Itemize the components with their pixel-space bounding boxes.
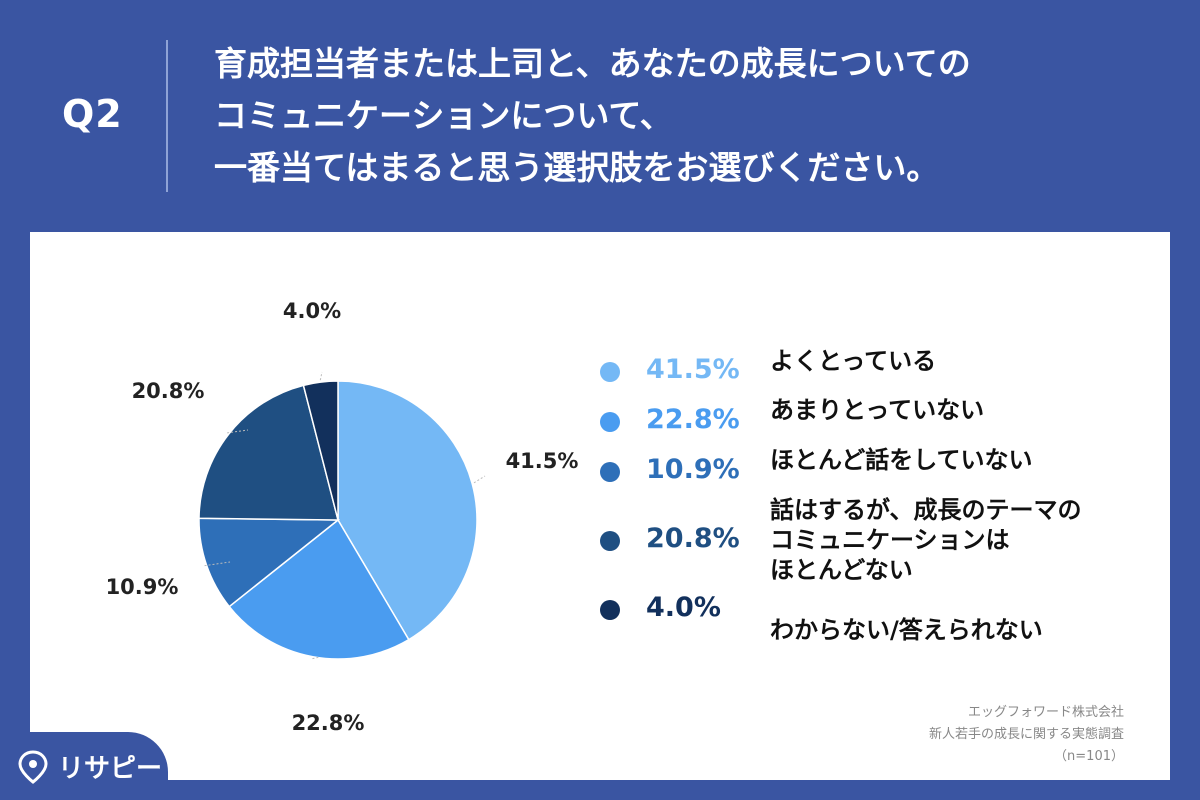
credit-survey: 新人若手の成長に関する実態調査 <box>928 727 1124 742</box>
credit-company: エッグフォワード株式会社 <box>967 705 1124 720</box>
legend-swatch <box>600 600 620 620</box>
legend-label-line: あまりとっていない <box>770 396 985 424</box>
legend-swatch <box>600 412 620 432</box>
legend-label-line: コミュニケーションは <box>770 526 1010 554</box>
leader-line <box>319 371 323 381</box>
question-line: 育成担当者または上司と、あなたの成長についての <box>214 44 971 83</box>
header-divider <box>166 40 168 192</box>
pie-slice <box>302 380 339 521</box>
leader-line <box>473 475 486 484</box>
legend-swatch <box>600 462 620 482</box>
question-text: 育成担当者または上司と、あなたの成長についての コミュニケーションについて、 一… <box>214 38 1154 194</box>
brand-logo: リサピー <box>0 732 168 800</box>
chart-panel: 41.5% 22.8% 10.9% 20.8% 4.0% 41.5% 22.8% 10.… <box>30 232 1170 780</box>
pie-chart: 41.5% 22.8% 10.9% 20.8% 4.0% <box>106 299 579 735</box>
legend-swatch <box>600 531 620 551</box>
legend-label: よくとっている <box>770 346 936 376</box>
legend-label: 話はするが、成長のテーマの コミュニケーションは ほとんどない <box>770 495 1082 585</box>
legend-swatch <box>600 362 620 382</box>
pie-slice <box>198 384 339 521</box>
legend-label: わからない/答えられない <box>770 615 1043 645</box>
leader-line <box>204 561 231 567</box>
data-label: 10.9% <box>106 575 179 599</box>
data-label: 22.8% <box>292 711 365 735</box>
legend-label-line: よくとっている <box>770 347 937 375</box>
legend-label: あまりとっていない <box>770 395 984 425</box>
question-number: Q2 <box>62 92 123 136</box>
leader-line <box>227 429 249 434</box>
legend-label-line: ほとんど話をしていない <box>770 446 1033 474</box>
logo-text: リサピー <box>58 754 163 784</box>
credit-sample: （n=101） <box>1054 749 1124 764</box>
pie-slice <box>337 380 478 641</box>
pie-slice <box>228 518 410 660</box>
data-label: 4.0% <box>283 299 341 323</box>
question-line: 一番当てはまると思う選択肢をお選びください。 <box>214 148 940 187</box>
data-label: 20.8% <box>132 379 205 403</box>
data-label: 41.5% <box>506 449 579 473</box>
pin-icon <box>18 750 48 784</box>
legend-label: ほとんど話をしていない <box>770 445 1033 475</box>
legend-value: 41.5% <box>646 354 740 385</box>
leader-line <box>312 656 321 660</box>
credit: エッグフォワード株式会社 新人若手の成長に関する実態調査 （n=101） <box>929 702 1124 768</box>
legend-value: 4.0% <box>646 592 721 623</box>
legend-label-line: ほとんどない <box>770 556 913 584</box>
legend-value: 20.8% <box>646 523 740 554</box>
header: Q2 育成担当者または上司と、あなたの成長についての コミュニケーションについて… <box>0 0 1200 230</box>
question-line: コミュニケーションについて、 <box>214 96 673 135</box>
legend-label-line: わからない/答えられない <box>770 616 1043 644</box>
legend-value: 22.8% <box>646 404 740 435</box>
legend-value: 10.9% <box>646 454 740 485</box>
legend-label-line: 話はするが、成長のテーマの <box>770 496 1082 524</box>
